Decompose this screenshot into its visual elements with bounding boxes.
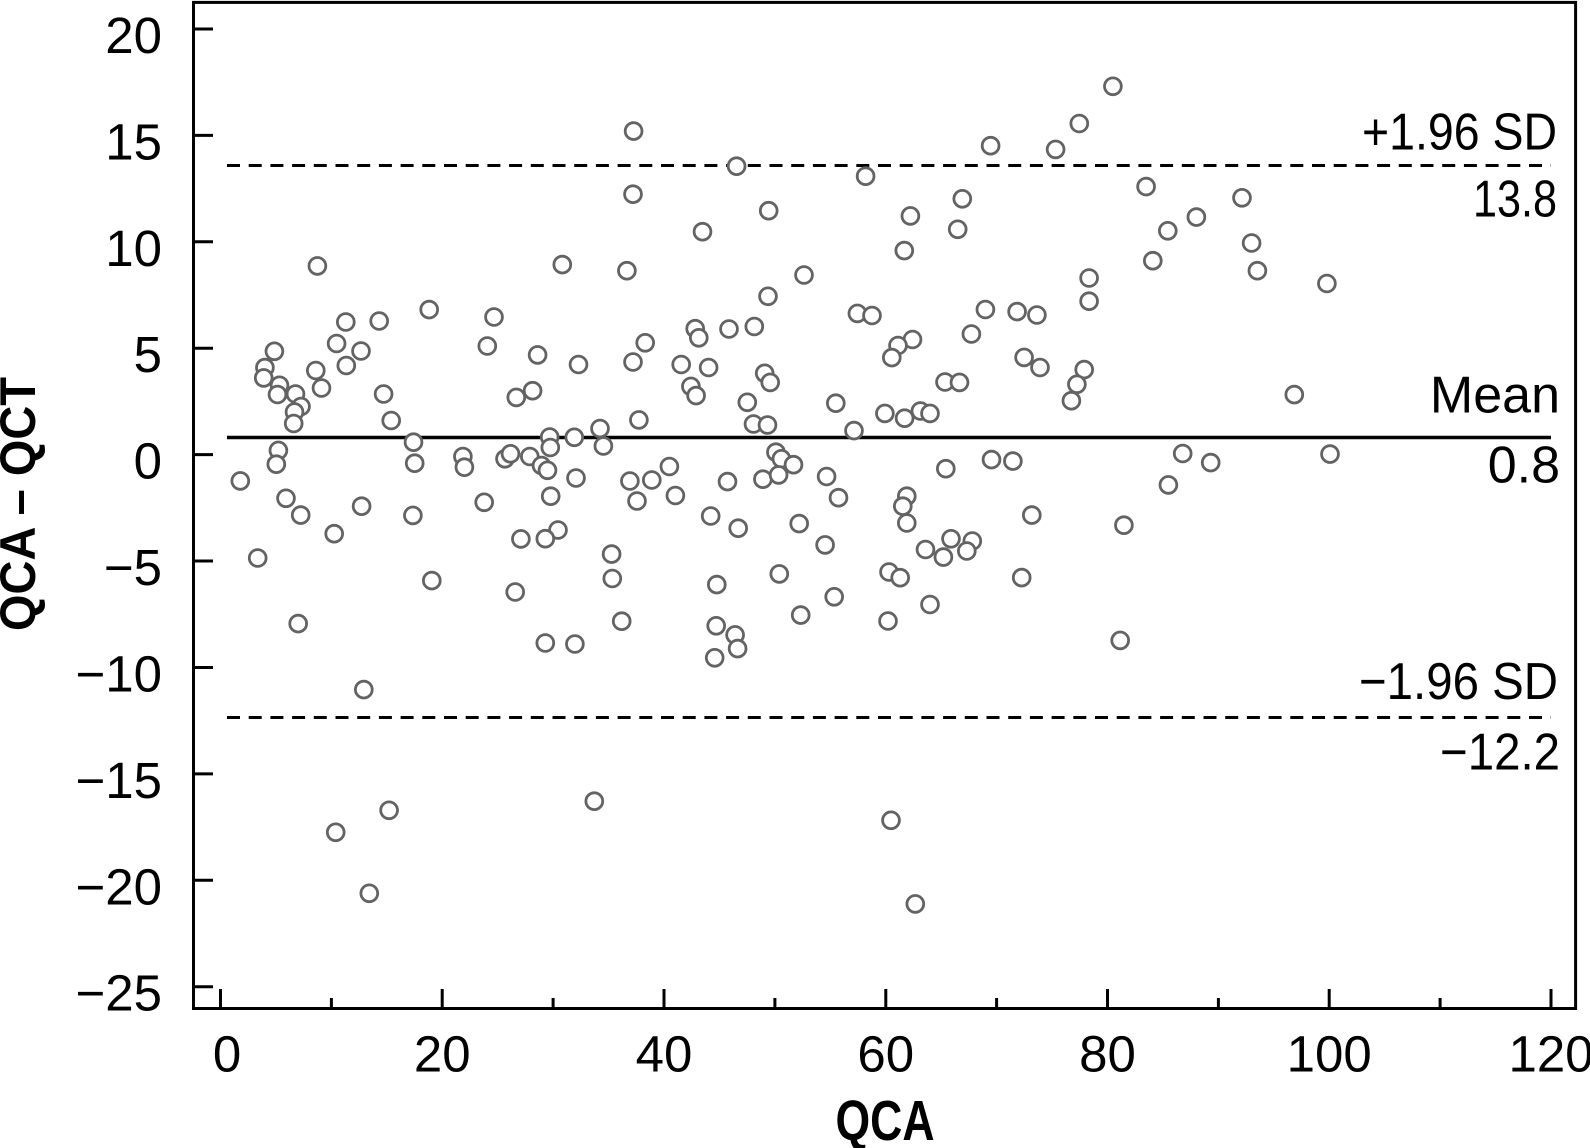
svg-text:−20: −20 bbox=[75, 858, 162, 915]
svg-text:120: 120 bbox=[1508, 1026, 1590, 1083]
svg-text:−25: −25 bbox=[75, 965, 162, 1022]
svg-text:−10: −10 bbox=[75, 646, 162, 703]
svg-text:QCA – QCT: QCA – QCT bbox=[0, 377, 46, 631]
svg-text:10: 10 bbox=[105, 220, 162, 277]
svg-text:5: 5 bbox=[134, 326, 162, 383]
svg-text:−12.2: −12.2 bbox=[1440, 724, 1560, 782]
svg-text:−1.96 SD: −1.96 SD bbox=[1359, 653, 1558, 711]
svg-text:0: 0 bbox=[134, 433, 162, 490]
svg-text:20: 20 bbox=[414, 1026, 471, 1083]
svg-text:+1.96 SD: +1.96 SD bbox=[1362, 104, 1557, 162]
svg-text:Mean: Mean bbox=[1430, 367, 1560, 425]
svg-text:40: 40 bbox=[636, 1026, 693, 1083]
svg-text:−15: −15 bbox=[75, 752, 162, 809]
svg-text:20: 20 bbox=[105, 7, 162, 64]
svg-text:0.8: 0.8 bbox=[1488, 437, 1560, 495]
svg-text:QCA: QCA bbox=[836, 1089, 935, 1148]
svg-text:0: 0 bbox=[213, 1026, 241, 1083]
svg-text:80: 80 bbox=[1079, 1026, 1136, 1083]
svg-text:−5: −5 bbox=[104, 539, 162, 596]
svg-text:15: 15 bbox=[105, 113, 162, 170]
svg-text:100: 100 bbox=[1287, 1026, 1372, 1083]
svg-text:13.8: 13.8 bbox=[1473, 171, 1557, 229]
svg-text:60: 60 bbox=[857, 1026, 914, 1083]
